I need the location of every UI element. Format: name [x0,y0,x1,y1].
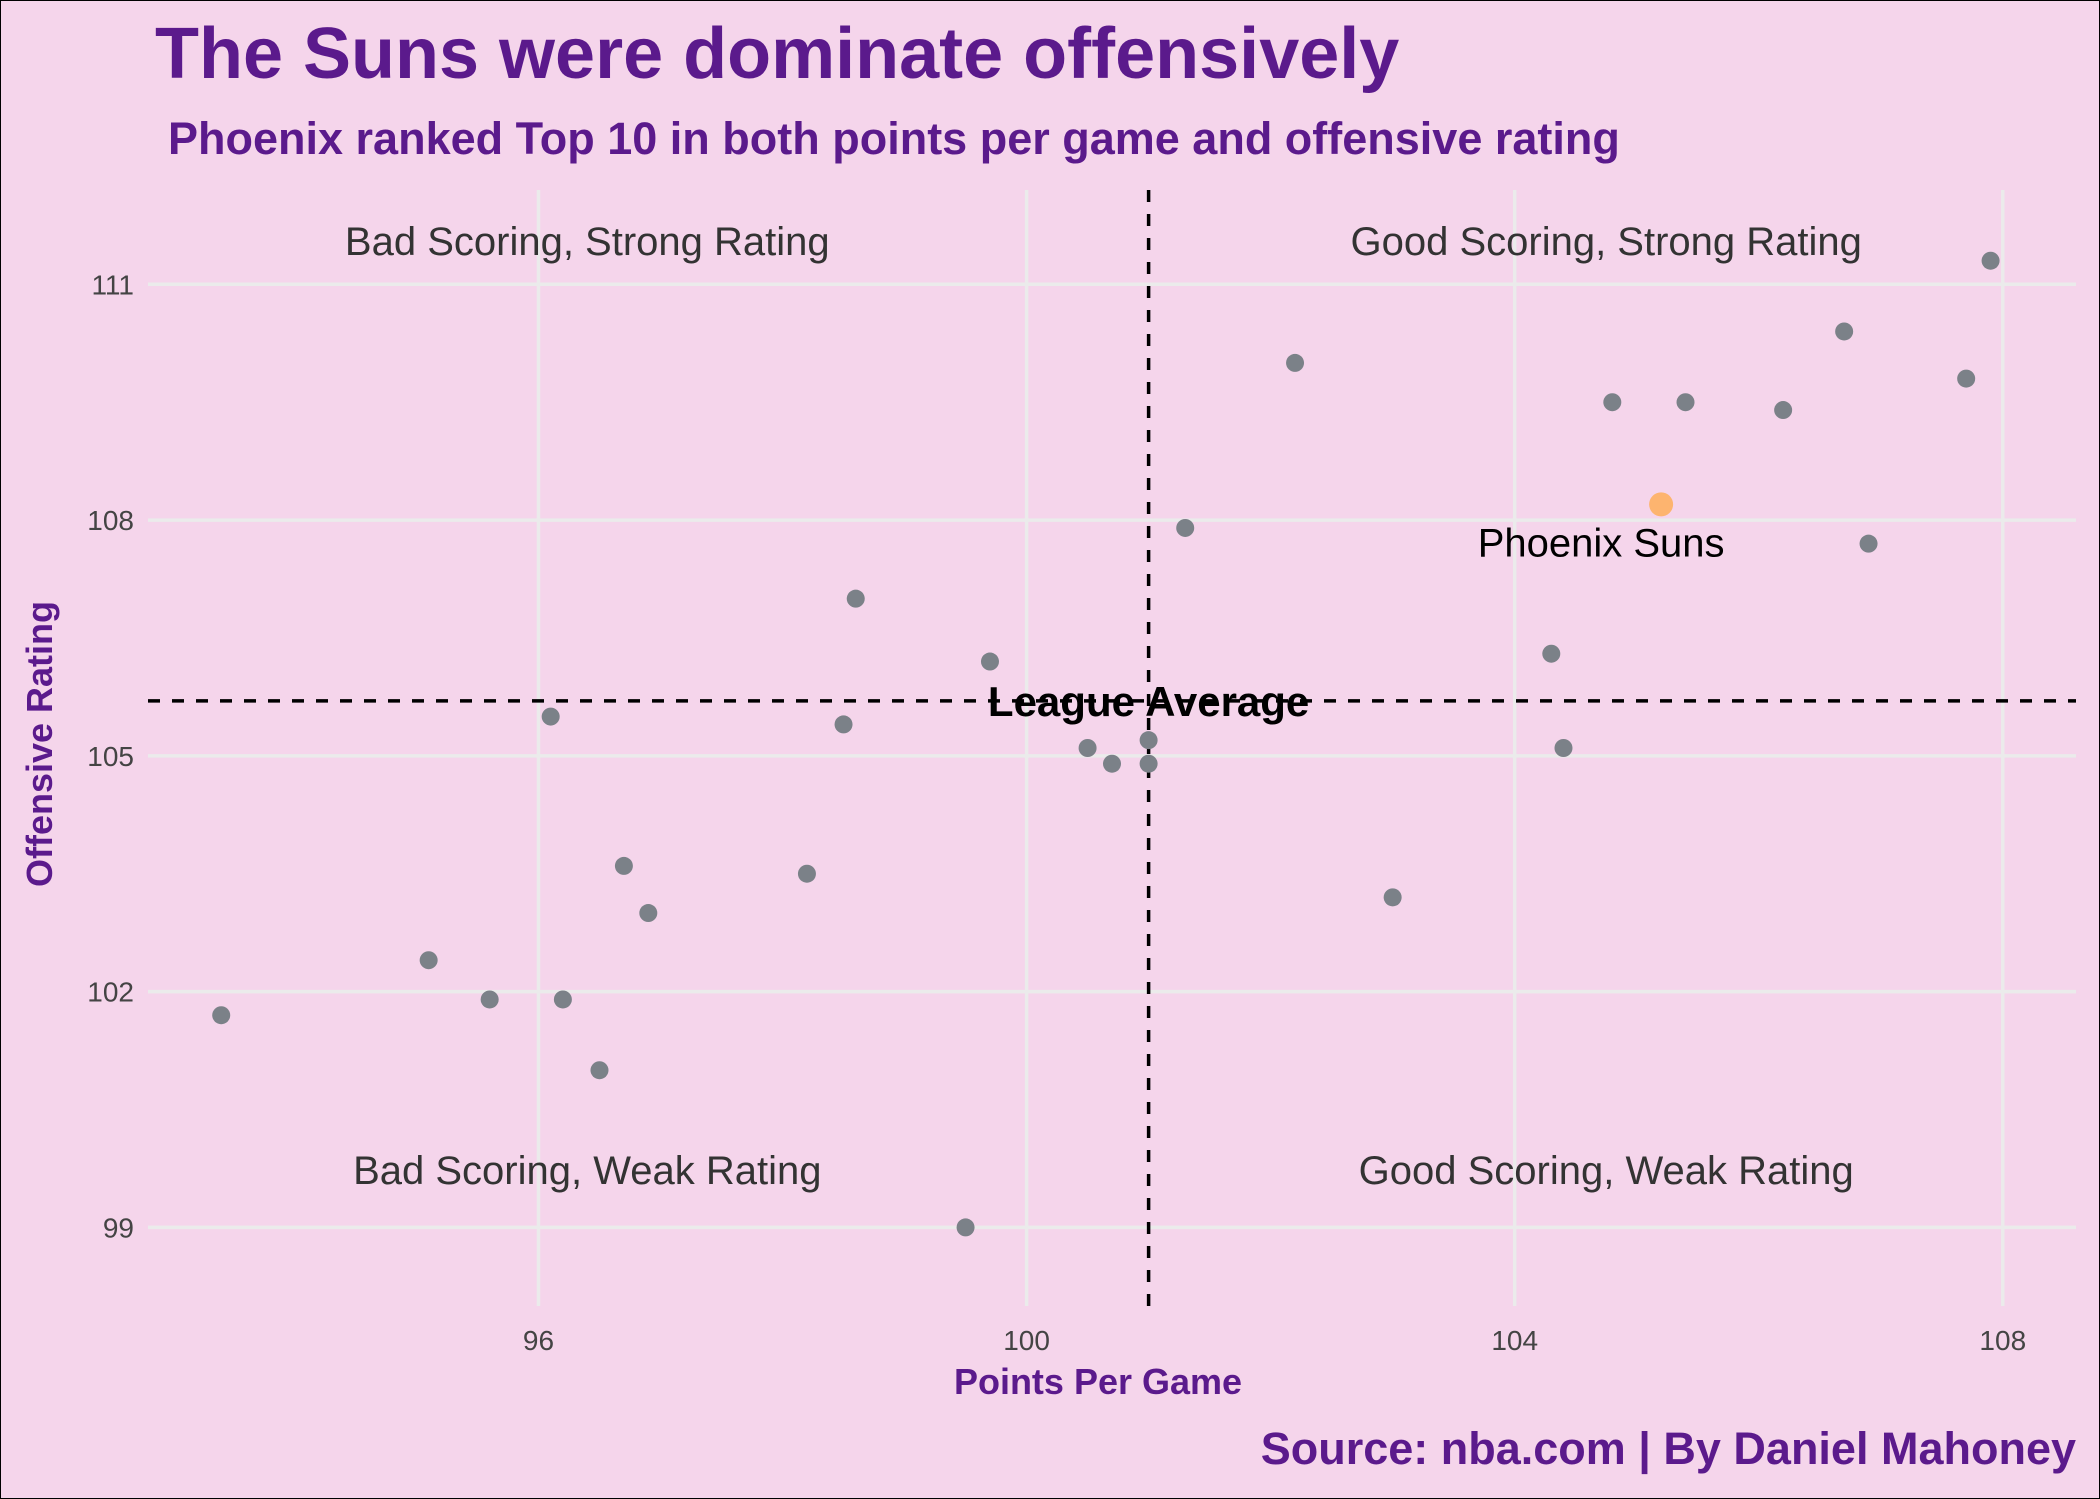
chart-caption: Source: nba.com | By Daniel Mahoney [1261,1423,2076,1475]
team-point [846,589,865,608]
team-point [1774,401,1793,420]
team-point [590,1061,609,1080]
x-tick-label: 96 [523,1325,554,1356]
team-point [797,864,816,883]
x-tick-label: 104 [1491,1325,1538,1356]
league-average-label: League Average [988,678,1309,725]
team-point [212,1006,231,1025]
team-point [1835,322,1854,341]
phoenix-suns-point [1649,492,1674,517]
team-point [1139,731,1158,750]
team-point [614,856,633,875]
team-point [1676,393,1695,412]
x-axis-title: Points Per Game [954,1361,1242,1402]
quadrant-label-bottom-left: Bad Scoring, Weak Rating [353,1149,821,1193]
team-point [1981,251,2000,270]
team-point [1103,754,1121,773]
team-point [1957,369,1976,388]
team-point [1542,644,1561,663]
team-point [553,990,572,1009]
team-point [639,904,658,923]
y-tick-label: 102 [87,977,134,1008]
data-points [212,251,2000,1237]
team-point [1383,888,1402,907]
tick-labels: 96 100 104 108 99 102 105 108 111 [87,269,2026,1356]
quadrant-label-bottom-right: Good Scoring, Weak Rating [1359,1149,1854,1193]
y-tick-label: 111 [91,269,134,300]
team-point [1554,739,1573,757]
y-tick-label: 99 [103,1212,134,1243]
chart-title: The Suns were dominate offensively [155,14,1399,94]
chart-subtitle: Phoenix ranked Top 10 in both points per… [168,113,1620,164]
team-point [1078,739,1097,757]
quadrant-label-top-right: Good Scoring, Strong Rating [1350,220,1861,264]
team-point [834,715,853,734]
phoenix-suns-label: Phoenix Suns [1478,521,1725,565]
x-tick-label: 100 [1003,1325,1050,1356]
y-tick-label: 105 [87,741,134,772]
y-axis-title: Offensive Rating [19,601,60,887]
y-tick-label: 108 [87,505,134,536]
team-point [1603,393,1622,412]
team-point [1139,754,1158,773]
team-point [480,990,499,1009]
team-point [419,951,438,970]
team-point [980,652,999,671]
quadrant-label-top-left: Bad Scoring, Strong Rating [345,220,830,264]
team-point [956,1218,975,1237]
team-point [1859,534,1878,553]
x-tick-label: 108 [1979,1325,2026,1356]
team-point [1176,518,1195,537]
team-point [541,707,560,726]
team-point [1286,353,1305,372]
quadrant-labels: Bad Scoring, Strong Rating Good Scoring,… [345,220,1862,1193]
gridlines [148,190,2076,1306]
